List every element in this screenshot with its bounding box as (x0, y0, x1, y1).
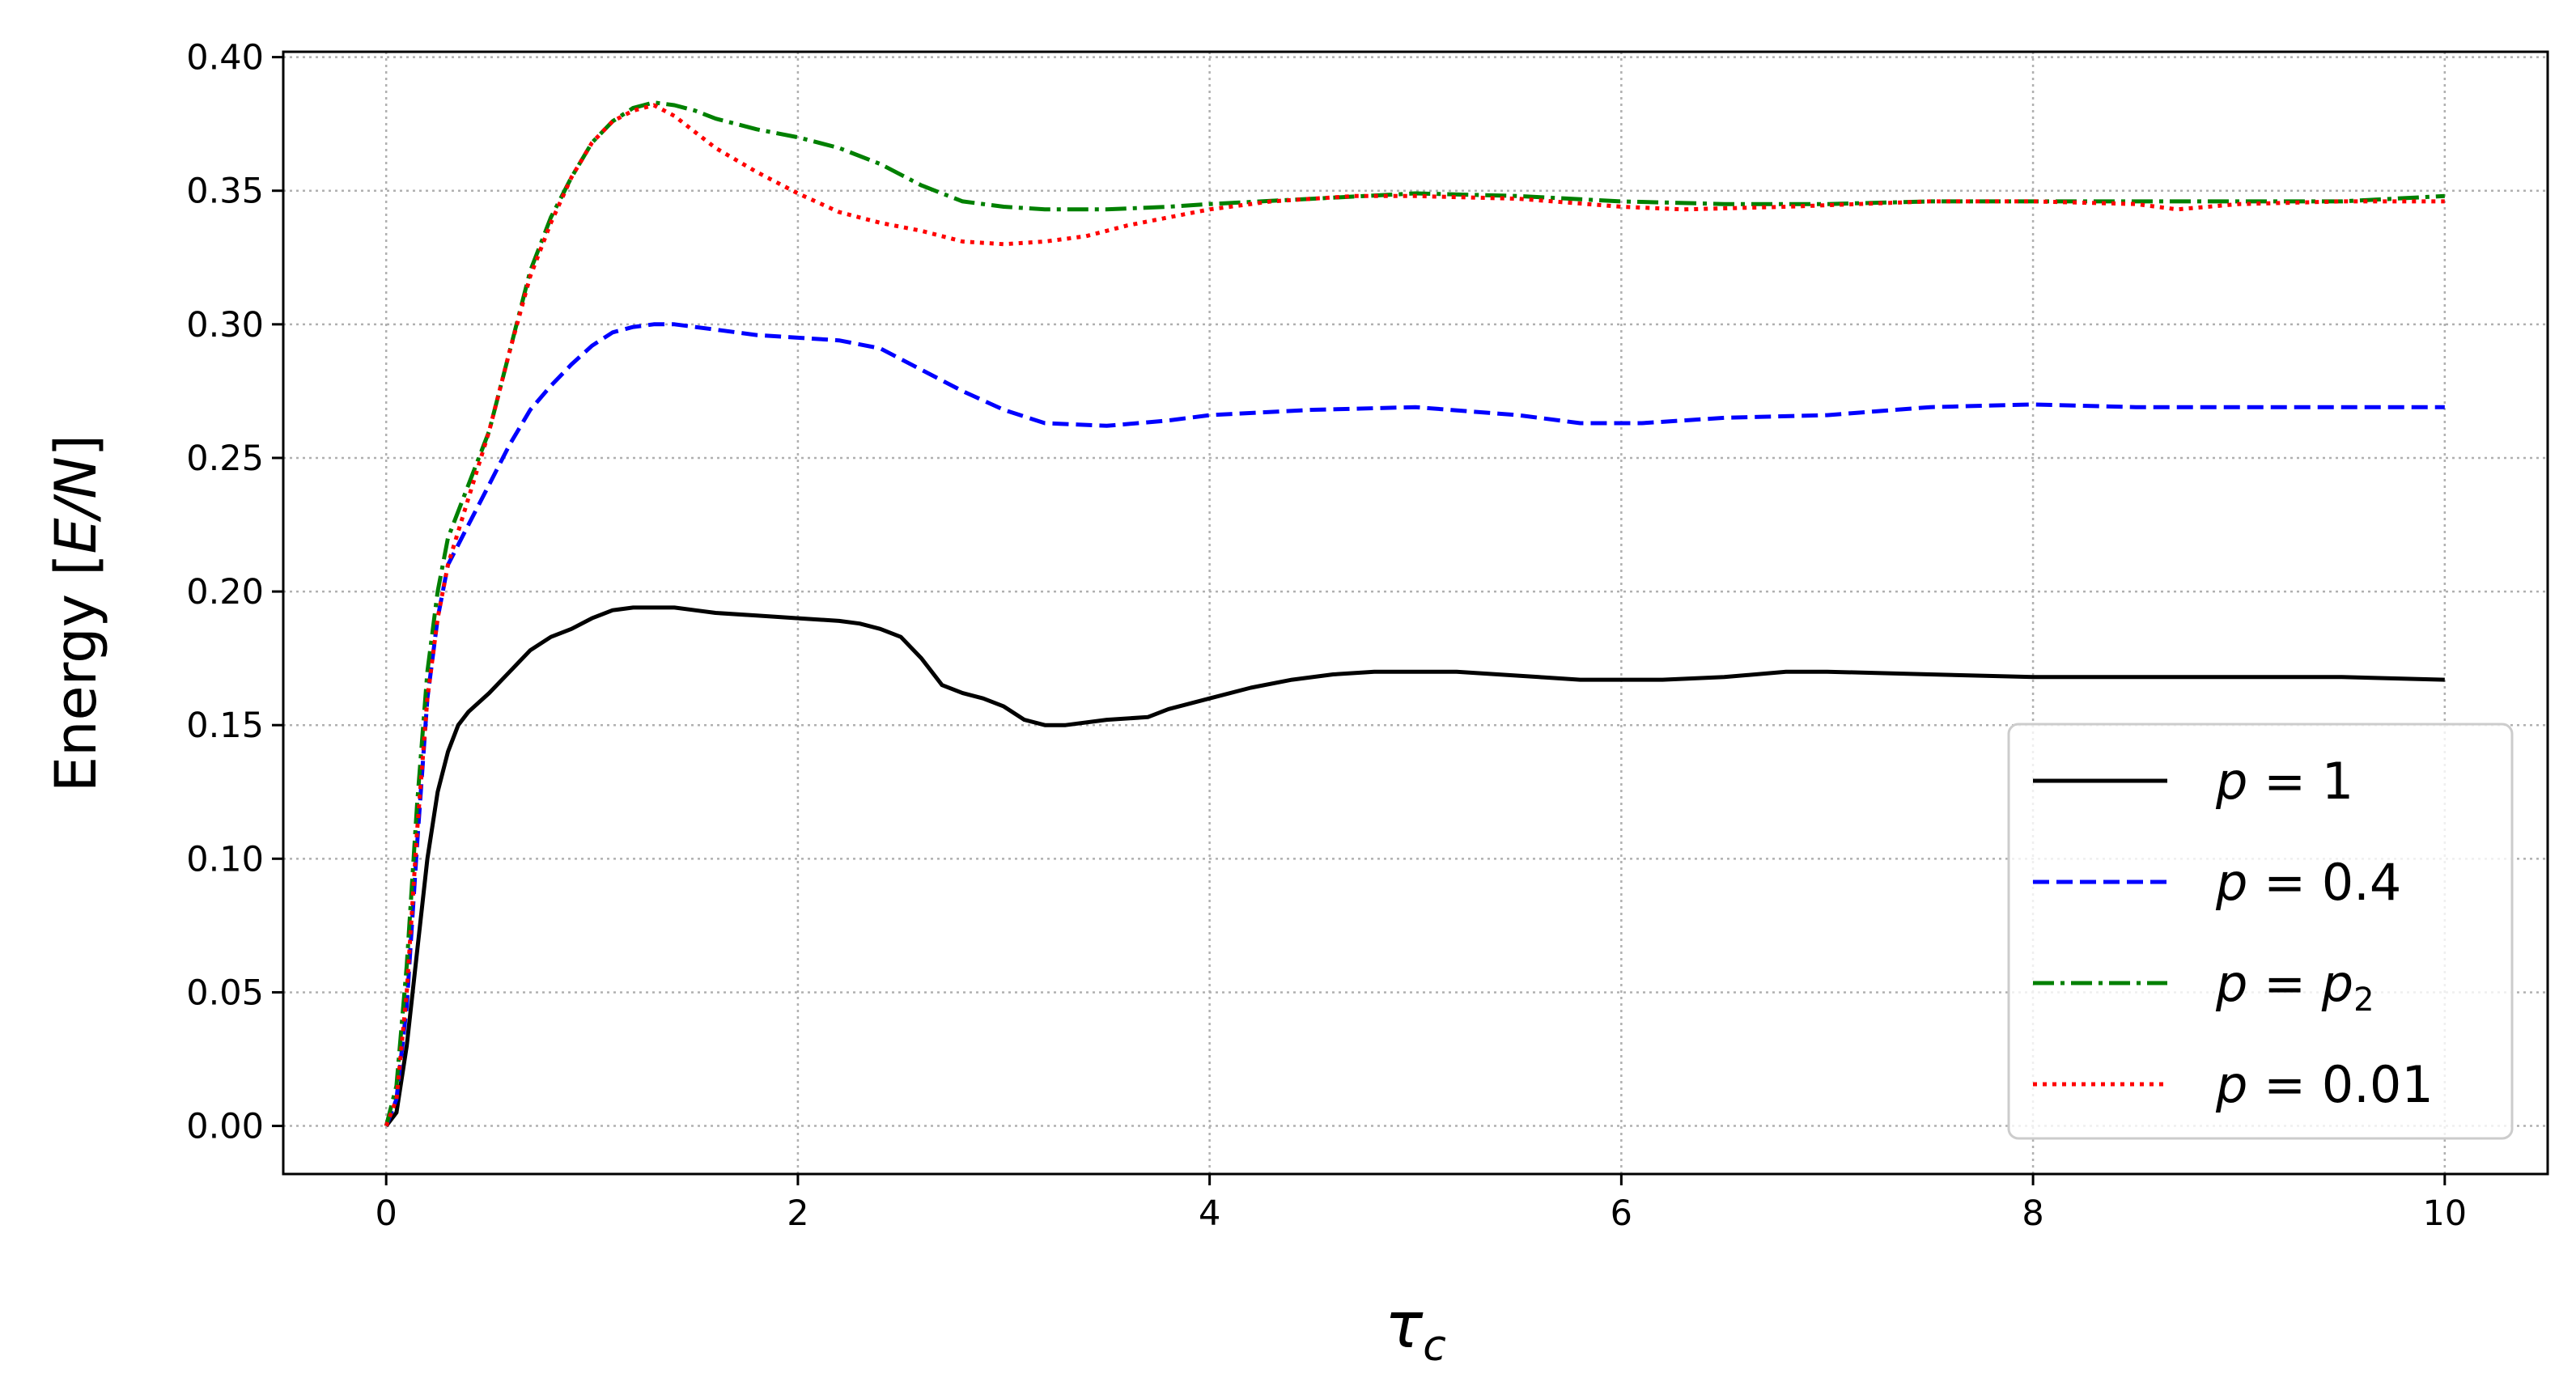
x-tick-label: 6 (1611, 1193, 1632, 1234)
series-lines (384, 100, 2445, 1128)
y-tick-label: 0.35 (186, 172, 264, 212)
x-tick-label: 0 (376, 1193, 397, 1234)
legend-label-0: p = 1 (2215, 752, 2353, 811)
y-axis-label: Energy [E/N] (43, 434, 109, 792)
y-tick-label: 0.05 (186, 973, 264, 1013)
x-tick-label: 2 (787, 1193, 808, 1234)
legend-label-3: p = 0.01 (2215, 1055, 2434, 1114)
y-tick-label: 0.00 (186, 1107, 264, 1147)
x-axis-label-subscript: c (1423, 1322, 1446, 1371)
legend-box (2007, 723, 2514, 1140)
y-tick-label: 0.25 (186, 439, 264, 479)
y-axis-label-math: E/N (43, 456, 109, 553)
x-tick-label: 8 (2022, 1193, 2043, 1234)
y-axis-label-prefix: Energy [ (43, 553, 109, 792)
series-line-2 (384, 100, 2445, 1127)
x-tick-label: 4 (1199, 1193, 1220, 1234)
x-tick-label: 10 (2422, 1193, 2467, 1234)
x-axis-label: τc (1385, 1290, 1446, 1371)
y-tick-label: 0.10 (186, 839, 264, 879)
axes-frame (282, 50, 2549, 1176)
series-line-0 (384, 605, 2445, 1128)
legend-label-1: p = 0.4 (2215, 853, 2401, 912)
y-tick-label: 0.40 (186, 38, 264, 78)
legend-label-2: p = p2 (2215, 954, 2374, 1019)
y-tick-label: 0.15 (186, 706, 264, 746)
ticks: 0 2 4 6 8 10 0.00 0.05 0.10 0.15 0.20 0.25 0.30 0.35 0… (186, 38, 2467, 1234)
series-line-1 (384, 322, 2445, 1127)
x-axis-label-symbol: τ (1385, 1290, 1424, 1363)
y-tick-label: 0.30 (186, 305, 264, 345)
legend: p = 1 p = 0.4 p = p2 p = 0.01 (2007, 723, 2514, 1140)
y-axis-label-suffix: ] (43, 434, 109, 456)
y-tick-label: 0.20 (186, 572, 264, 612)
series-line-3 (384, 103, 2445, 1127)
